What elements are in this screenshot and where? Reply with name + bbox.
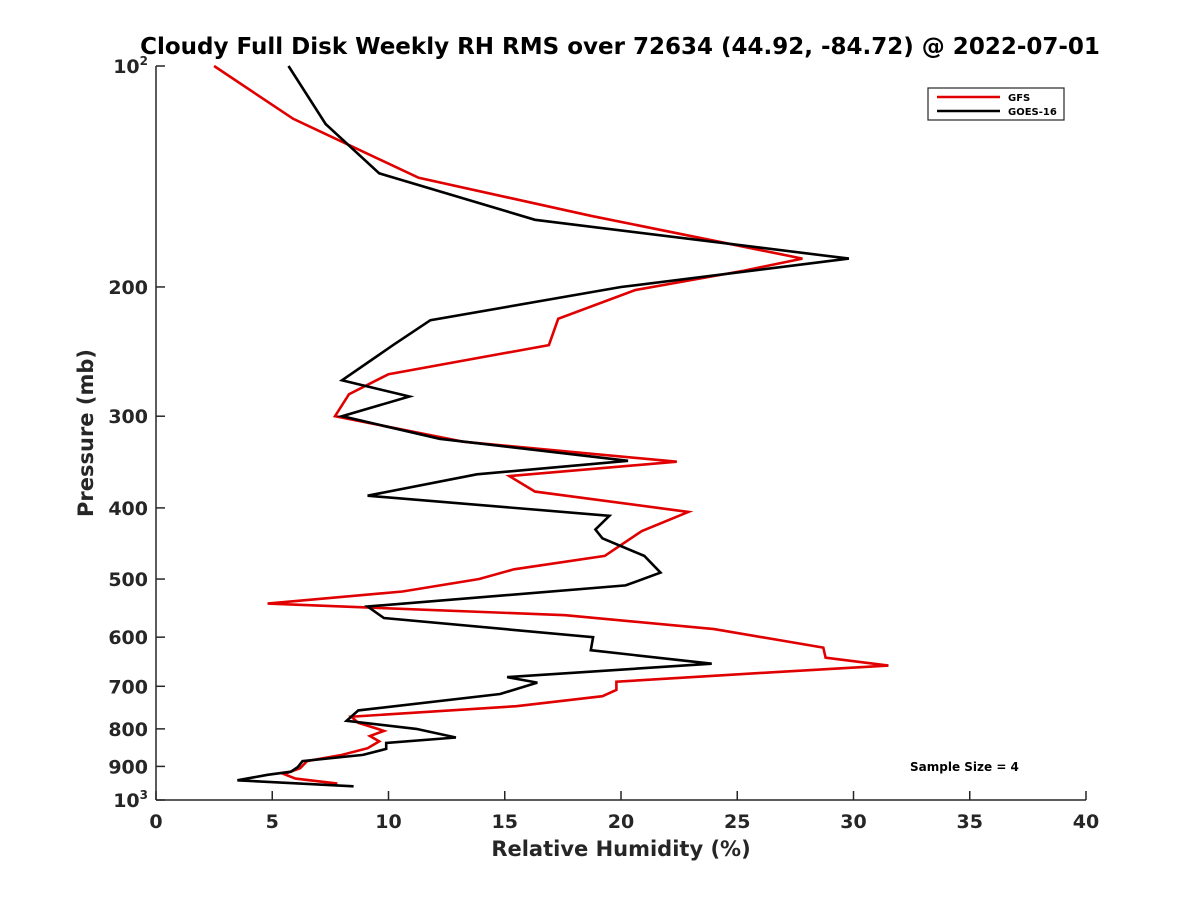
- legend: GFS GOES-16: [927, 87, 1065, 121]
- y-tick-label: 700: [108, 676, 148, 698]
- y-tick-label: 500: [108, 569, 148, 591]
- y-tick-label: 200: [108, 277, 148, 299]
- y-tick-label: 800: [108, 719, 148, 741]
- x-tick-label: 5: [266, 811, 279, 833]
- legend-label-goes-16: GOES-16: [1008, 107, 1057, 118]
- y-tick-label: 400: [108, 498, 148, 520]
- y-tick-label: 103: [113, 788, 148, 812]
- legend-box: [927, 87, 1065, 121]
- chart-title: Cloudy Full Disk Weekly RH RMS over 7263…: [140, 34, 1100, 60]
- y-tick-label: 600: [108, 627, 148, 649]
- x-axis-label: Relative Humidity (%): [491, 837, 750, 861]
- y-tick-label: 102: [113, 54, 148, 78]
- x-tick-label: 30: [840, 811, 866, 833]
- y-axis-label: Pressure (mb): [74, 349, 98, 517]
- x-tick-label: 25: [724, 811, 750, 833]
- x-tick-label: 40: [1073, 811, 1099, 833]
- x-tick-label: 20: [608, 811, 634, 833]
- plot-axes: 0 5 10 15 20 25 30 35 40 102 200 300 400 500 600 700 80…: [108, 54, 1099, 833]
- series-layer: [213, 64, 889, 788]
- x-tick-label: 15: [492, 811, 518, 833]
- series-line-gfs: [213, 64, 889, 785]
- x-tick-label: 0: [149, 811, 162, 833]
- series-line-goes-16: [237, 65, 850, 788]
- legend-label-gfs: GFS: [1008, 93, 1030, 104]
- y-tick-label: 900: [108, 756, 148, 778]
- sample-size-annotation: Sample Size = 4: [910, 760, 1019, 774]
- y-tick-label: 300: [108, 406, 148, 428]
- x-tick-label: 10: [375, 811, 401, 833]
- x-tick-label: 35: [957, 811, 983, 833]
